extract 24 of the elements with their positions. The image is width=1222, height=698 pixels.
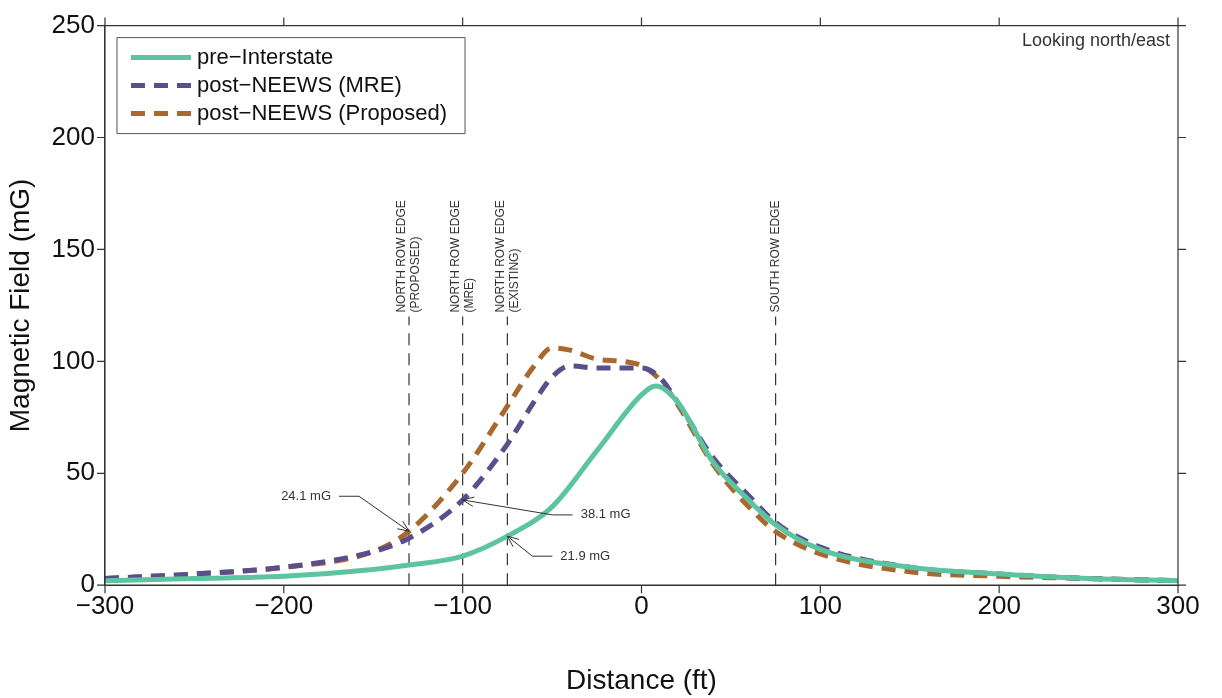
- annotation: 24.1 mG: [281, 487, 331, 503]
- legend-label: post−NEEWS (Proposed): [196, 99, 448, 125]
- y-tick-label: 50: [66, 456, 95, 487]
- legend-label: pre−Interstate: [196, 43, 334, 69]
- annotation: Looking north/east: [1021, 29, 1170, 50]
- y-tick-label: 150: [51, 232, 95, 263]
- x-tick-label: −200: [254, 589, 314, 620]
- x-tick-label: 300: [1156, 589, 1200, 620]
- y-tick-label: 250: [51, 8, 95, 39]
- y-axis-title: Magnetic Field (mG): [3, 178, 35, 433]
- ref-line-label: NORTH ROW EDGE (MRE): [447, 200, 476, 313]
- annotation: 21.9 mG: [560, 547, 611, 563]
- legend-label: post−NEEWS (MRE): [196, 71, 402, 97]
- ref-line-label: SOUTH ROW EDGE: [767, 200, 782, 313]
- ref-line-label: NORTH ROW EDGE (PROPOSED): [394, 200, 423, 313]
- x-tick-label: 0: [634, 589, 649, 620]
- annotation: 38.1 mG: [580, 506, 631, 522]
- x-tick-label: 100: [798, 589, 843, 620]
- x-tick-label: 200: [977, 589, 1021, 620]
- y-tick-label: 200: [51, 120, 95, 151]
- x-tick-label: −100: [433, 589, 492, 620]
- y-tick-label: 100: [51, 344, 95, 375]
- x-axis-title: Distance (ft): [566, 663, 717, 695]
- ref-line-label: NORTH ROW EDGE (EXISTING): [492, 200, 521, 313]
